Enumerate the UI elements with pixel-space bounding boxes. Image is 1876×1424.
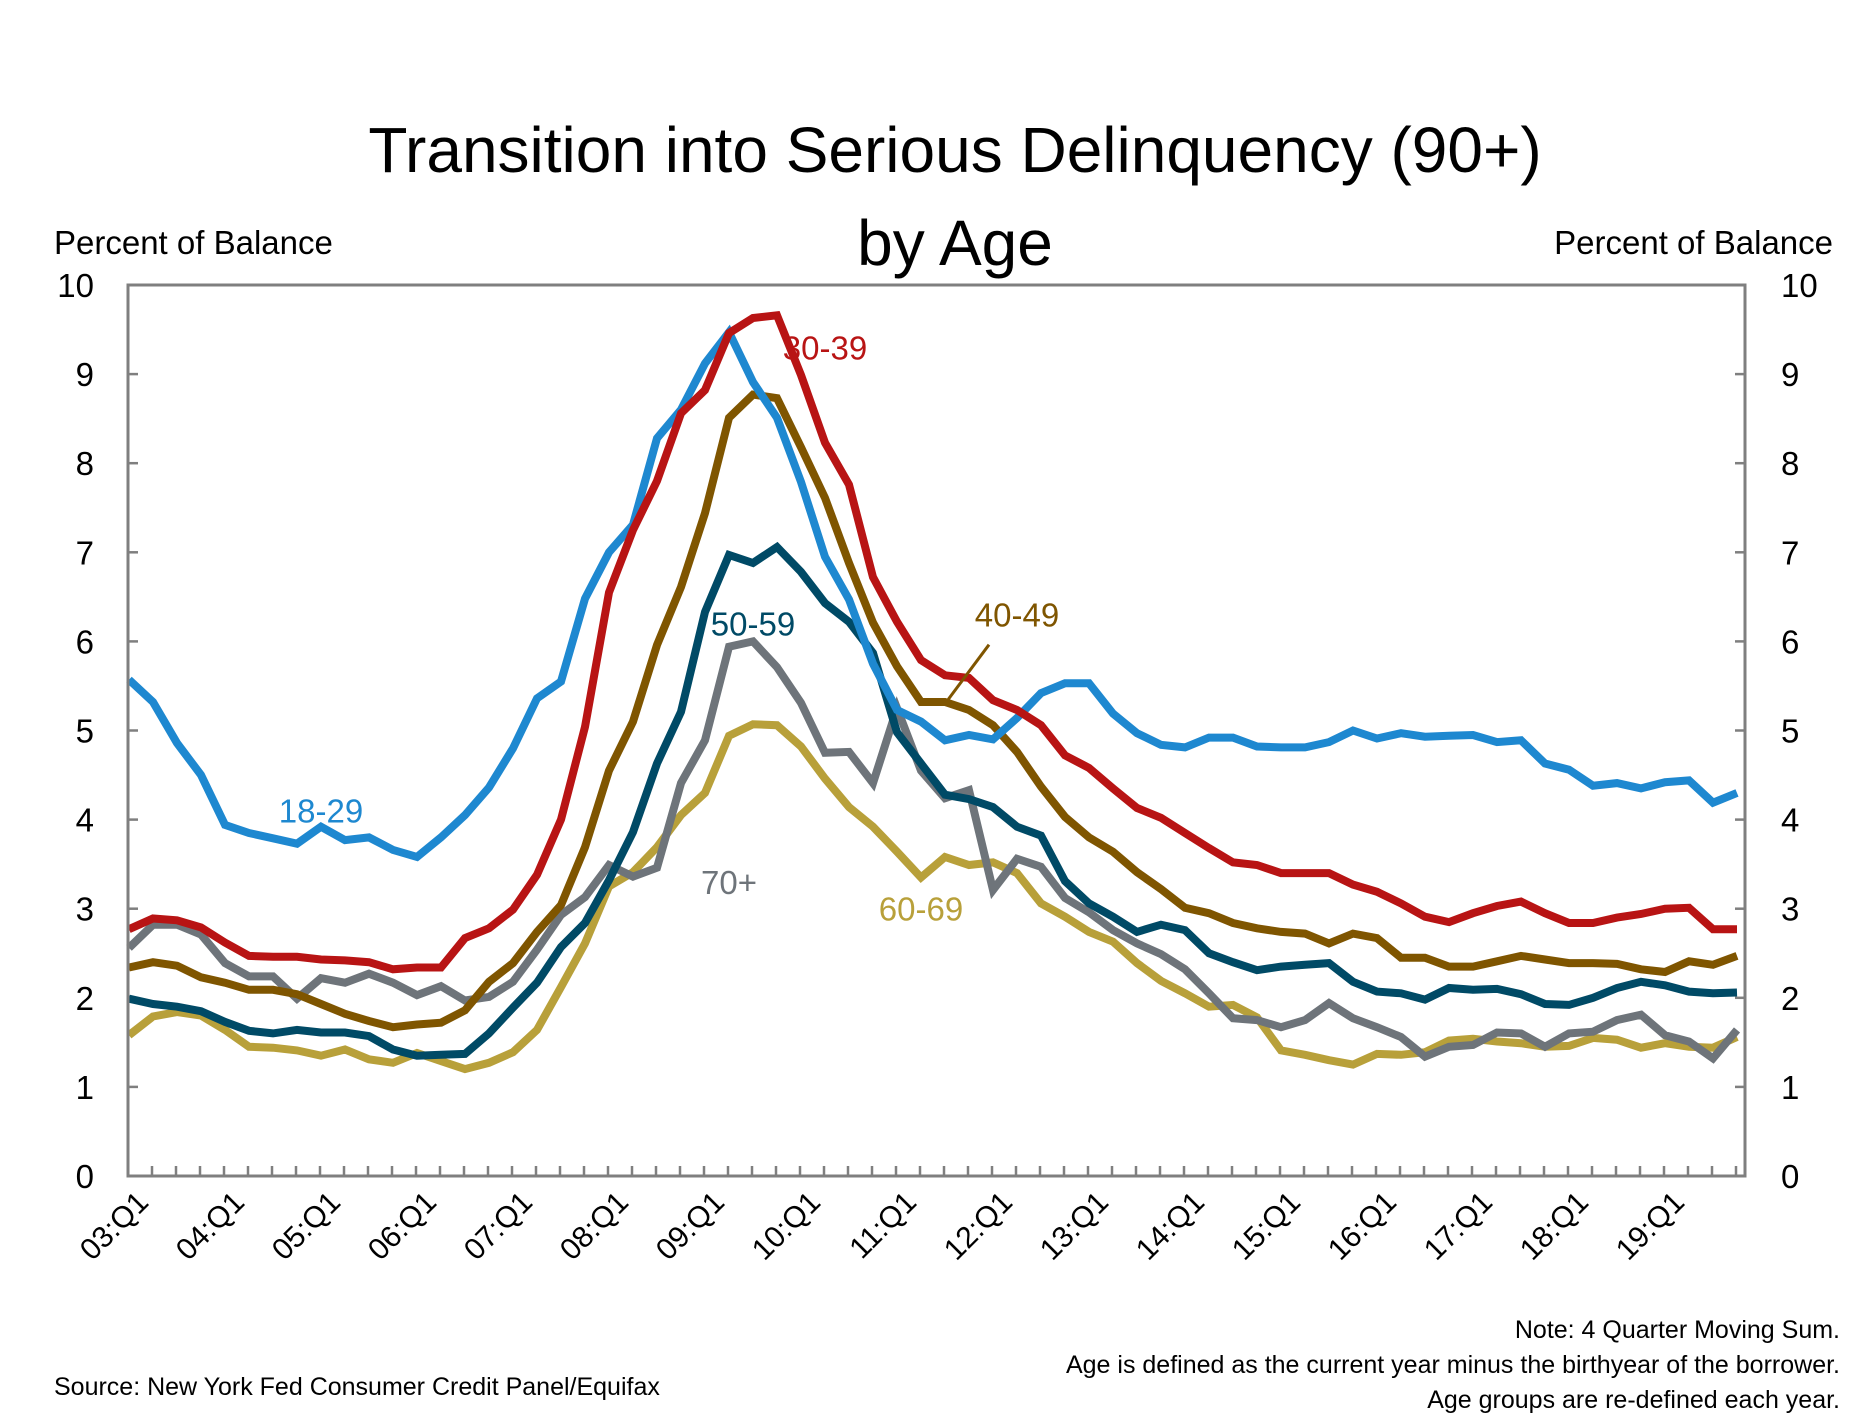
x-tick-label: 04:Q1	[170, 1186, 251, 1267]
y-axis-right: 0 1 2 3 4 5 6 7 8 9 10	[1735, 267, 1818, 1195]
x-tick-label: 07:Q1	[458, 1186, 539, 1267]
series-lines	[126, 310, 1741, 1074]
series-label-30-39: 30-39	[783, 329, 867, 366]
y-axis-title-right: Percent of Balance	[1554, 224, 1833, 261]
x-tick-label: 14:Q1	[1130, 1186, 1211, 1267]
y-tick-label-right: 6	[1781, 623, 1799, 660]
y-tick-label-right: 8	[1781, 445, 1799, 482]
series-line-60-69	[126, 720, 1739, 1074]
y-tick-label-right: 10	[1781, 267, 1818, 304]
y-axis-title-left: Percent of Balance	[54, 224, 333, 261]
series-label-18-29: 18-29	[279, 793, 363, 830]
y-tick-label-left: 1	[76, 1069, 94, 1106]
y-tick-label-right: 2	[1781, 980, 1799, 1017]
note-line-2: Age is defined as the current year minus…	[1066, 1351, 1840, 1379]
y-tick-label-right: 7	[1781, 534, 1799, 571]
series-label-50-59: 50-59	[711, 606, 795, 643]
y-tick-label-right: 0	[1781, 1158, 1799, 1195]
series-label-40-49: 40-49	[975, 597, 1059, 634]
y-tick-label-left: 3	[76, 891, 94, 928]
y-tick-label-left: 7	[76, 534, 94, 571]
note-line-1: Note: 4 Quarter Moving Sum.	[1515, 1316, 1840, 1344]
series-line-18-29	[126, 324, 1739, 862]
x-axis: 03:Q1 04:Q1 05:Q1 06:Q1 07:Q1 08:Q1 09:Q1 10:Q1…	[74, 1166, 1738, 1267]
y-tick-label-left: 5	[76, 713, 94, 750]
series-line-30-39	[127, 310, 1737, 974]
x-tick-label: 08:Q1	[554, 1186, 635, 1267]
chart-title-line-1: Transition into Serious Delinquency (90+…	[368, 114, 1541, 186]
x-tick-label: 13:Q1	[1034, 1186, 1115, 1267]
annotation-leader-line	[943, 643, 991, 705]
y-tick-label-right: 5	[1781, 713, 1799, 750]
y-tick-label-right: 1	[1781, 1069, 1799, 1106]
x-tick-label: 11:Q1	[843, 1186, 923, 1266]
x-tick-label: 12:Q1	[938, 1186, 1019, 1267]
x-tick-label: 16:Q1	[1322, 1186, 1403, 1267]
x-tick-label: 18:Q1	[1514, 1186, 1595, 1267]
series-label-70plus: 70+	[701, 864, 757, 901]
x-tick-label: 19:Q1	[1610, 1186, 1691, 1267]
series-annotations: 18-29 30-39 40-49 50-59 60-69 70+	[279, 329, 1059, 927]
x-tick-label: 03:Q1	[74, 1186, 155, 1267]
y-tick-label-left: 0	[76, 1158, 94, 1195]
source-note: Source: New York Fed Consumer Credit Pan…	[54, 1373, 660, 1401]
series-line-40-49	[128, 390, 1739, 1032]
y-tick-label-right: 3	[1781, 891, 1799, 928]
y-tick-label-left: 6	[76, 623, 94, 660]
series-label-60-69: 60-69	[879, 891, 963, 928]
note-line-3: Age groups are re-defined each year.	[1427, 1386, 1840, 1414]
plot-frame	[126, 283, 1747, 1178]
x-tick-label: 05:Q1	[266, 1186, 347, 1267]
y-tick-label-right: 9	[1781, 356, 1799, 393]
y-tick-label-right: 4	[1781, 802, 1799, 839]
x-tick-label: 10:Q1	[746, 1186, 827, 1267]
y-tick-label-left: 10	[57, 267, 94, 304]
x-tick-label: 15:Q1	[1226, 1186, 1307, 1267]
x-tick-label: 17:Q1	[1418, 1186, 1499, 1267]
x-tick-label: 09:Q1	[650, 1186, 731, 1267]
y-tick-label-left: 8	[76, 445, 94, 482]
y-tick-label-left: 9	[76, 356, 94, 393]
y-tick-label-left: 4	[76, 802, 94, 839]
series-line-50-59	[128, 541, 1738, 1060]
x-tick-label: 06:Q1	[362, 1186, 443, 1267]
y-tick-label-left: 2	[76, 980, 94, 1017]
chart-title-line-2: by Age	[857, 207, 1053, 279]
y-axis-left: 0 1 2 3 4 5 6 7 8 9 10	[57, 267, 138, 1195]
